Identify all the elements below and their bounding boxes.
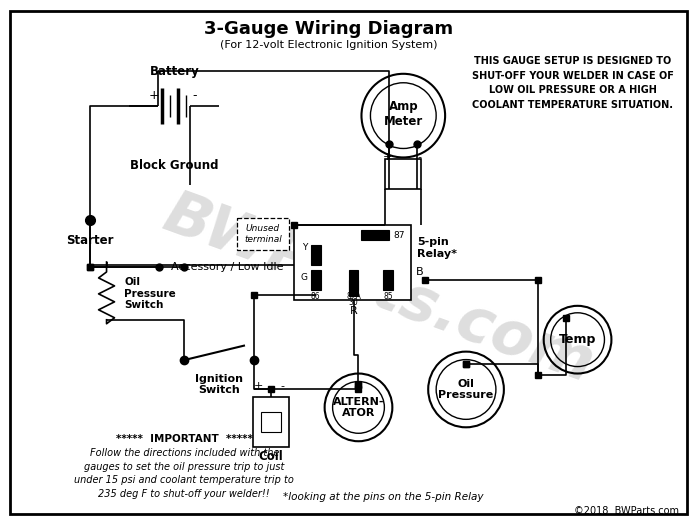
Text: -: - [281,382,285,392]
Text: +: + [149,89,160,102]
Text: BWParts.com: BWParts.com [155,185,602,395]
Text: 87: 87 [393,230,405,239]
Bar [294,225,412,300]
Text: 30: 30 [349,298,358,307]
Bar [237,218,289,250]
Text: G: G [301,274,308,282]
Text: +: + [254,382,264,392]
Text: Block Ground: Block Ground [130,159,218,172]
Text: *looking at the pins on the 5-pin Relay: *looking at the pins on the 5-pin Relay [283,492,484,502]
Bar [349,280,358,296]
Text: THIS GAUGE SETUP IS DESIGNED TO
SHUT-OFF YOUR WELDER IN CASE OF
LOW OIL PRESSURE: THIS GAUGE SETUP IS DESIGNED TO SHUT-OFF… [472,56,673,110]
Text: +: + [383,152,392,162]
Text: Oil
Pressure
Switch: Oil Pressure Switch [125,277,176,310]
Text: Ignition
Switch: Ignition Switch [195,373,243,395]
Text: 86: 86 [311,292,321,301]
Text: Y: Y [302,243,308,251]
Text: R: R [349,306,358,316]
Text: Battery: Battery [149,65,199,78]
Bar [349,270,358,290]
Bar [384,270,393,290]
Text: *****  IMPORTANT  *****: ***** IMPORTANT ***** [116,434,253,444]
Text: Temp: Temp [559,333,596,346]
Text: -: - [192,89,197,102]
Text: 87A: 87A [346,292,361,301]
Bar [386,160,421,190]
Text: 5-pin
Relay*: 5-pin Relay* [417,237,457,259]
Text: 85: 85 [384,292,393,301]
Text: 3-Gauge Wiring Diagram: 3-Gauge Wiring Diagram [204,20,453,38]
Text: Unused
terminal: Unused terminal [244,224,282,244]
Text: (For 12-volt Electronic Ignition System): (For 12-volt Electronic Ignition System) [220,40,438,50]
Text: Coil: Coil [258,450,284,463]
Bar [361,230,389,240]
Text: ALTERN-
ATOR: ALTERN- ATOR [332,396,384,418]
Text: Accessory / Low Idle: Accessory / Low Idle [172,262,284,272]
Text: B: B [416,267,424,277]
Text: Starter: Starter [66,234,113,247]
Bar [253,397,289,447]
Bar [311,270,321,290]
Text: Amp
Meter: Amp Meter [384,100,423,128]
Text: -: - [417,152,421,162]
Text: Oil
Pressure: Oil Pressure [438,379,493,400]
Bar [261,412,281,432]
Bar [311,245,321,265]
Text: ©2018  BWParts.com: ©2018 BWParts.com [574,506,679,516]
Text: Follow the directions included with the
gauges to set the oil pressure trip to j: Follow the directions included with the … [74,448,294,499]
